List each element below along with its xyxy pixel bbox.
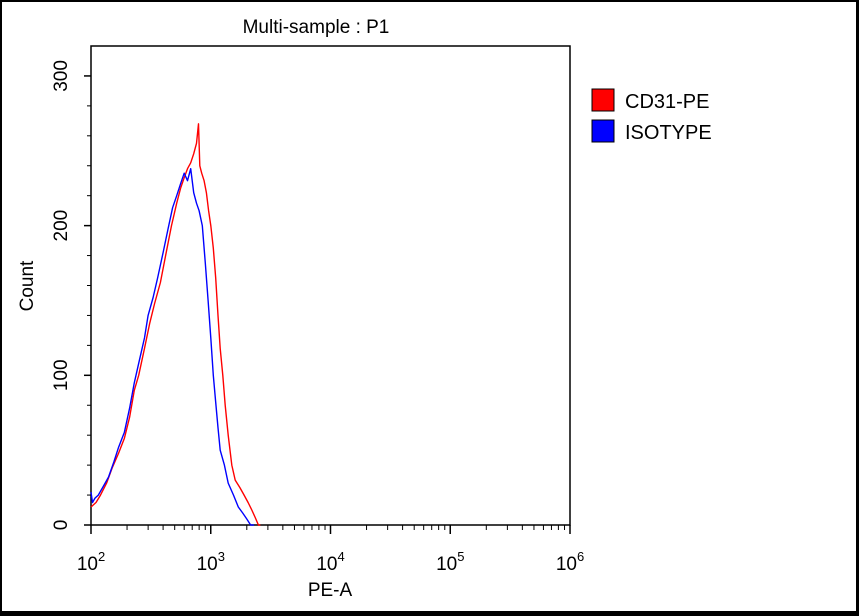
x-tick-label: 103 <box>197 549 225 575</box>
x-tick-label: 102 <box>77 549 105 575</box>
series-line-1 <box>90 168 255 526</box>
x-axis-label: PE-A <box>308 580 353 601</box>
y-tick-label: 100 <box>51 359 72 391</box>
x-tick-label: 105 <box>436 549 464 575</box>
y-tick-label: 200 <box>51 210 72 242</box>
x-tick-exponent: 3 <box>218 549 225 564</box>
legend-swatch <box>591 88 615 112</box>
series-line-0 <box>90 123 261 526</box>
legend-swatch <box>591 119 615 143</box>
x-tick-base: 10 <box>316 554 337 575</box>
legend-label: CD31-PE <box>625 91 709 113</box>
x-tick-exponent: 6 <box>577 549 584 564</box>
x-tick-label: 106 <box>556 549 584 575</box>
chart-title: Multi-sample : P1 <box>243 17 390 38</box>
series-layer <box>90 123 261 526</box>
legend-label: ISOTYPE <box>625 122 712 144</box>
legend: CD31-PE ISOTYPE <box>591 88 712 144</box>
y-tick-label: 300 <box>51 60 72 92</box>
x-tick-label: 104 <box>316 549 344 575</box>
x-tick-base: 10 <box>556 554 577 575</box>
x-axis: 102 103 104 105 106 <box>77 525 584 575</box>
x-tick-base: 10 <box>197 554 218 575</box>
y-axis: 0 100 200 300 <box>51 60 91 530</box>
y-axis-label: Count <box>17 260 38 311</box>
x-tick-base: 10 <box>436 554 457 575</box>
x-tick-base: 10 <box>77 554 98 575</box>
y-tick-label: 0 <box>51 520 72 531</box>
plot-area <box>90 45 571 526</box>
x-tick-exponent: 4 <box>337 549 344 564</box>
x-tick-exponent: 5 <box>457 549 464 564</box>
x-tick-exponent: 2 <box>98 549 105 564</box>
